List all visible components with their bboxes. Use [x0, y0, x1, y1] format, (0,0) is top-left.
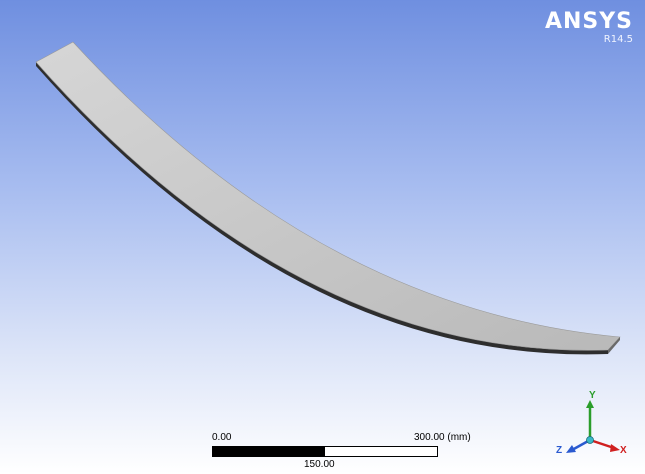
model-top-face: [35, 41, 621, 351]
scale-track: [212, 446, 438, 457]
z-axis-arrowhead: [566, 445, 576, 453]
logo-name: ANSYS: [544, 9, 633, 34]
coordinate-triad[interactable]: Y X Z: [552, 388, 637, 463]
y-axis-label: Y: [589, 390, 596, 401]
scale-mid-label: 150.00: [304, 459, 335, 470]
scale-max-label: 300.00 (mm): [414, 432, 471, 443]
y-axis-arrowhead: [586, 400, 594, 408]
x-axis-line: [589, 438, 615, 450]
scale-min-label: 0.00: [212, 432, 232, 443]
scale-ruler: 0.00 300.00 (mm) 150.00: [212, 432, 471, 472]
scale-black-segment: [213, 447, 325, 456]
x-axis-arrowhead: [610, 444, 620, 452]
x-axis-label: X: [620, 445, 627, 456]
logo-version: R14.5: [603, 34, 633, 45]
triad-origin-icon: [586, 436, 594, 444]
ansys-logo: ANSYS R14.5: [545, 10, 633, 46]
z-axis-label: Z: [556, 445, 563, 456]
model-end-edge: [608, 337, 620, 354]
